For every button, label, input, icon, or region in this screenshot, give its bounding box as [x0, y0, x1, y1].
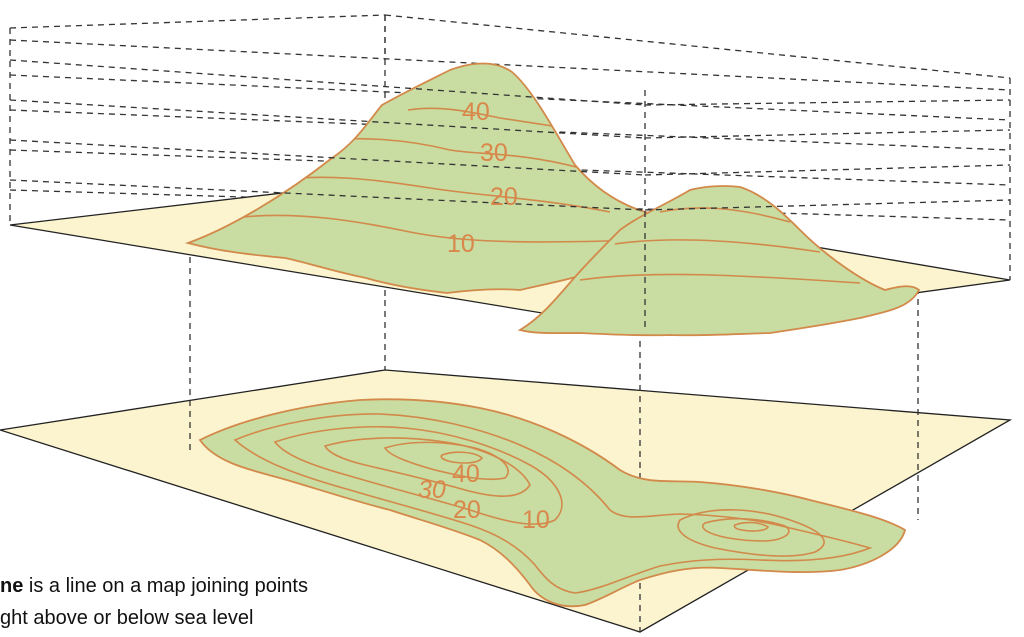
map-land-area — [198, 398, 907, 608]
model-label-10: 10 — [447, 230, 475, 258]
caption-line-2-text: ght above or below sea level — [0, 607, 254, 629]
map-contour-30 — [323, 437, 531, 497]
map-contour-40 — [383, 441, 509, 481]
right-hill-contour-mid — [614, 239, 821, 253]
caption-line-1-text: is a line on a map joining points — [23, 575, 308, 597]
model-label-40: 40 — [462, 98, 490, 126]
terrain-model — [184, 62, 921, 337]
right-hill-body — [517, 185, 921, 337]
map-label-30: 30 — [418, 476, 446, 504]
right-hill-contour-lower — [579, 273, 861, 284]
model-labels: 40 30 20 10 — [447, 98, 518, 258]
right-hill-contour-upper — [659, 207, 791, 223]
model-label-20: 20 — [490, 183, 518, 211]
contour-map: 30 40 20 10 — [198, 398, 907, 608]
map-contour-20 — [273, 426, 563, 525]
map-peak-right — [733, 521, 770, 532]
frame-front-lines — [9, 14, 1011, 330]
map-label-10: 10 — [522, 506, 550, 534]
contour-line-10 — [231, 214, 641, 243]
map-label-40: 40 — [452, 460, 480, 488]
contour-line-40 — [407, 107, 566, 129]
map-label-20: 20 — [453, 496, 481, 524]
map-right-hill-inner — [701, 517, 790, 542]
caption-term: ne — [0, 575, 24, 597]
map-contour-10 — [233, 413, 873, 594]
contour-line-20 — [264, 176, 611, 213]
projection-lines — [189, 235, 919, 632]
map-right-hill-outer — [677, 509, 825, 557]
caption-line-1: ne is a line on a map joining points — [0, 576, 308, 596]
contour-line-30 — [309, 137, 581, 169]
caption-line-2: ght above or below sea level — [0, 608, 254, 628]
map-peak-left — [440, 451, 484, 464]
map-labels: 30 40 20 10 — [418, 460, 550, 534]
model-label-30: 30 — [480, 139, 508, 167]
right-hill — [517, 185, 921, 337]
